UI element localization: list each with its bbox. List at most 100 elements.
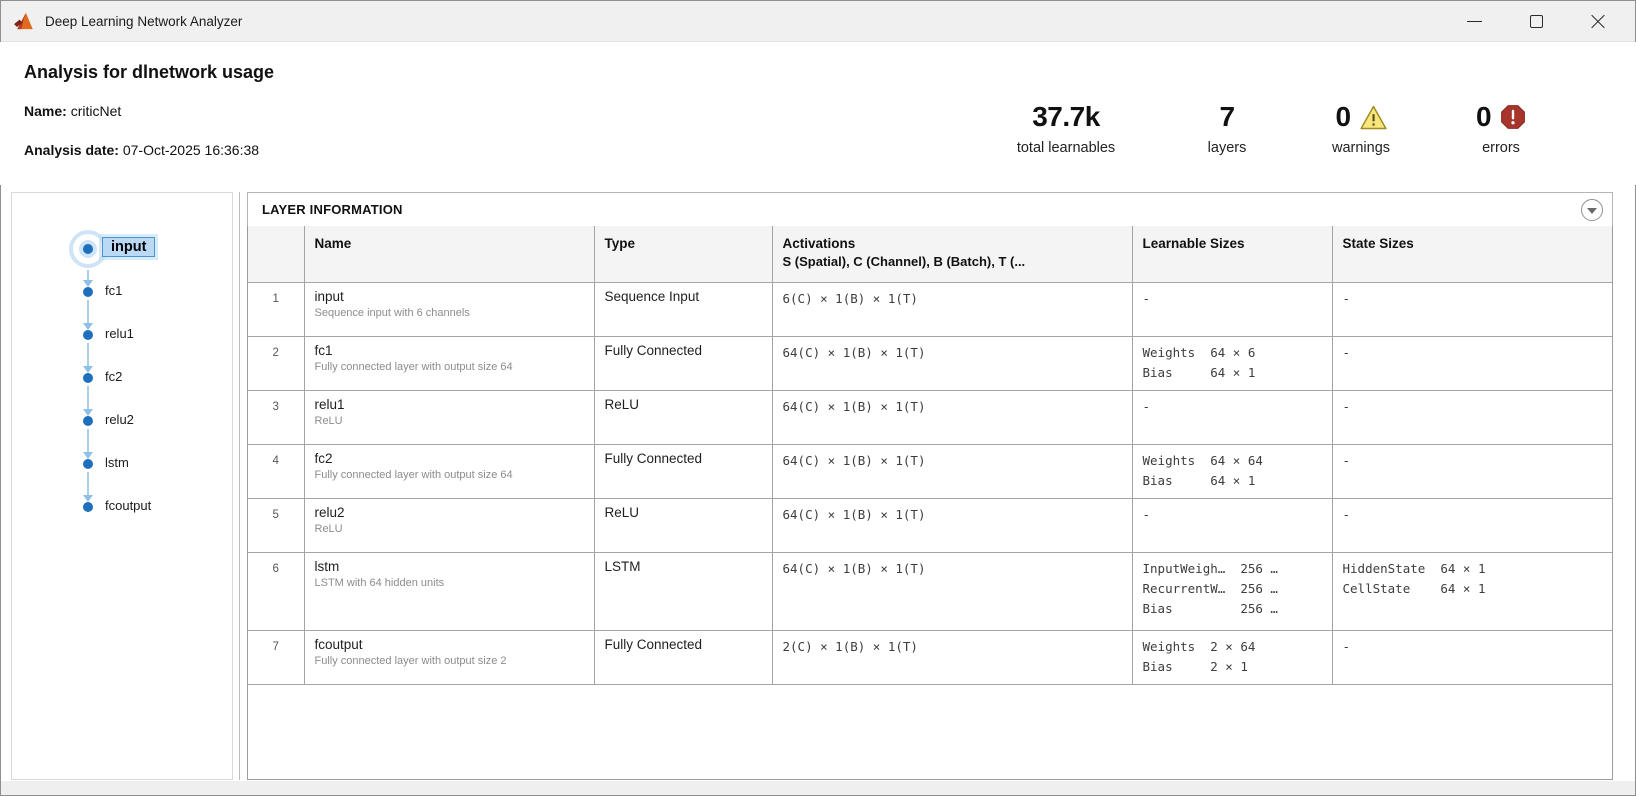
cell-row-number: 2 bbox=[248, 335, 305, 391]
warning-icon bbox=[1359, 105, 1387, 129]
table-row-relu2[interactable]: 5 relu2 ReLU ReLU 64(C) × 1(B) × 1(T) - - bbox=[248, 497, 1612, 553]
network-diagram-panel: input fc1 relu1 fc2 relu2 lstm fcoutput bbox=[11, 192, 233, 780]
panel-splitter[interactable] bbox=[239, 192, 240, 780]
cell-learnable-sizes: - bbox=[1131, 497, 1333, 553]
connector-line bbox=[87, 343, 89, 366]
cell-activations: 64(C) × 1(B) × 1(T) bbox=[771, 497, 1133, 553]
layer-information-header: LAYER INFORMATION bbox=[247, 192, 1613, 227]
connector-line bbox=[87, 386, 89, 409]
network-diagram[interactable]: input fc1 relu1 fc2 relu2 lstm fcoutput bbox=[12, 193, 232, 779]
cell-learnable-sizes: Weights 64 × 64 Bias 64 × 1 bbox=[1131, 443, 1333, 499]
layer-name: input bbox=[314, 288, 344, 304]
diagram-node-label-fc2[interactable]: fc2 bbox=[105, 369, 123, 384]
diagram-node-dot-fcoutput[interactable] bbox=[83, 502, 93, 512]
connector-line bbox=[87, 300, 89, 323]
table-row-fc2[interactable]: 4 fc2 Fully connected layer with output si… bbox=[248, 443, 1612, 499]
date-label: Analysis date: bbox=[24, 142, 119, 158]
layer-name: relu1 bbox=[314, 396, 345, 412]
connector-arrow-icon bbox=[83, 409, 93, 416]
stat-label: total learnables bbox=[1016, 140, 1116, 156]
cell-row-number: 6 bbox=[248, 551, 305, 631]
cell-state-sizes: - bbox=[1331, 629, 1612, 685]
chevron-down-icon bbox=[1587, 208, 1597, 214]
diagram-node-dot-fc2[interactable] bbox=[83, 373, 93, 383]
cell-row-number: 4 bbox=[248, 443, 305, 499]
title-bar[interactable]: Deep Learning Network Analyzer bbox=[1, 1, 1635, 42]
page-title: Analysis for dlnetwork usage bbox=[24, 62, 275, 82]
diagram-node-label-fc1[interactable]: fc1 bbox=[105, 283, 123, 298]
cell-row-number: 1 bbox=[248, 281, 305, 337]
stat-label: errors bbox=[1482, 140, 1520, 156]
column-header-type[interactable]: Type bbox=[593, 226, 773, 283]
cell-learnable-sizes: - bbox=[1131, 281, 1333, 337]
connector-line bbox=[87, 429, 89, 452]
minimize-icon bbox=[1466, 21, 1482, 22]
layer-information-title: LAYER INFORMATION bbox=[262, 202, 403, 217]
layer-name: relu2 bbox=[314, 504, 345, 520]
diagram-node-label-input[interactable]: input bbox=[102, 237, 156, 257]
column-header-index[interactable] bbox=[248, 226, 305, 283]
column-header-activations[interactable]: Activations S (Spatial), C (Channel), B … bbox=[771, 226, 1133, 283]
layer-name: fcoutput bbox=[314, 636, 363, 652]
table-row-input[interactable]: 1 input Sequence input with 6 channels Sequ… bbox=[248, 281, 1612, 337]
connector-arrow-icon bbox=[83, 323, 93, 330]
cell-state-sizes: - bbox=[1331, 443, 1612, 499]
column-header-learnable-sizes[interactable]: Learnable Sizes bbox=[1131, 226, 1333, 283]
diagram-node-label-relu2[interactable]: relu2 bbox=[105, 412, 134, 427]
analysis-date-line: Analysis date: 07-Oct-2025 16:36:38 bbox=[24, 142, 259, 158]
cell-name: fc2 Fully connected layer with output siz… bbox=[303, 443, 595, 499]
diagram-node-dot-relu1[interactable] bbox=[83, 330, 93, 340]
table-row-lstm[interactable]: 6 lstm LSTM with 64 hidden units LSTM 64(C) … bbox=[248, 551, 1612, 631]
layer-description: Fully connected layer with output size 6… bbox=[314, 468, 513, 481]
report-header: Analysis for dlnetwork usage Name: criti… bbox=[0, 42, 1636, 185]
minimize-button[interactable] bbox=[1443, 1, 1505, 42]
close-button[interactable] bbox=[1567, 1, 1629, 42]
connector-arrow-icon bbox=[83, 366, 93, 373]
layer-name: fc2 bbox=[314, 450, 333, 466]
stat-value: 37.7k bbox=[1032, 101, 1100, 132]
stat-warnings: 0 warnings bbox=[1291, 98, 1431, 156]
table-row-fcoutput[interactable]: 7 fcoutput Fully connected layer with outp… bbox=[248, 629, 1612, 685]
diagram-node-label-lstm[interactable]: lstm bbox=[105, 455, 129, 470]
cell-row-number: 3 bbox=[248, 389, 305, 445]
column-header-name[interactable]: Name bbox=[303, 226, 595, 283]
cell-activations: 2(C) × 1(B) × 1(T) bbox=[771, 629, 1133, 685]
cell-type: Sequence Input bbox=[593, 281, 773, 337]
layer-description: ReLU bbox=[314, 522, 343, 535]
layer-description: Sequence input with 6 channels bbox=[314, 306, 470, 319]
diagram-node-dot-fc1[interactable] bbox=[83, 287, 93, 297]
connector-arrow-icon bbox=[83, 280, 93, 287]
close-icon bbox=[1590, 14, 1606, 30]
table-row-fc1[interactable]: 2 fc1 Fully connected layer with output si… bbox=[248, 335, 1612, 391]
cell-type: ReLU bbox=[593, 389, 773, 445]
maximize-icon bbox=[1529, 15, 1543, 28]
diagram-node-dot-relu2[interactable] bbox=[83, 416, 93, 426]
stat-value: 7 bbox=[1219, 101, 1235, 132]
cell-state-sizes: HiddenState 64 × 1 CellState 64 × 1 bbox=[1331, 551, 1612, 631]
stat-label: warnings bbox=[1331, 140, 1391, 156]
date-value: 07-Oct-2025 16:36:38 bbox=[122, 142, 260, 158]
cell-type: LSTM bbox=[593, 551, 773, 631]
table-row-relu1[interactable]: 3 relu1 ReLU ReLU 64(C) × 1(B) × 1(T) - - bbox=[248, 389, 1612, 445]
collapse-panel-button[interactable] bbox=[1581, 199, 1603, 221]
cell-learnable-sizes: - bbox=[1131, 389, 1333, 445]
cell-learnable-sizes: InputWeigh… 256 … RecurrentW… 256 … Bias… bbox=[1131, 551, 1333, 631]
column-header-state-sizes[interactable]: State Sizes bbox=[1331, 226, 1612, 283]
layer-description: ReLU bbox=[314, 414, 343, 427]
network-name-line: Name: criticNet bbox=[24, 103, 121, 119]
diagram-node-dot-input[interactable] bbox=[83, 244, 93, 254]
diagram-node-dot-lstm[interactable] bbox=[83, 459, 93, 469]
cell-type: ReLU bbox=[593, 497, 773, 553]
diagram-node-label-fcoutput[interactable]: fcoutput bbox=[105, 498, 152, 513]
stat-errors: 0 errors bbox=[1431, 98, 1571, 156]
window-title: Deep Learning Network Analyzer bbox=[45, 13, 243, 29]
cell-activations: 64(C) × 1(B) × 1(T) bbox=[771, 335, 1133, 391]
connector-line bbox=[87, 270, 89, 280]
matlab-logo-icon bbox=[14, 12, 33, 30]
diagram-node-label-relu1[interactable]: relu1 bbox=[105, 326, 134, 341]
layer-table: Name Type Activations S (Spatial), C (Ch… bbox=[248, 226, 1612, 685]
stat-total-learnables: 37.7k total learnables bbox=[986, 98, 1146, 156]
cell-type: Fully Connected bbox=[593, 629, 773, 685]
error-icon bbox=[1501, 105, 1525, 129]
maximize-button[interactable] bbox=[1505, 1, 1567, 42]
